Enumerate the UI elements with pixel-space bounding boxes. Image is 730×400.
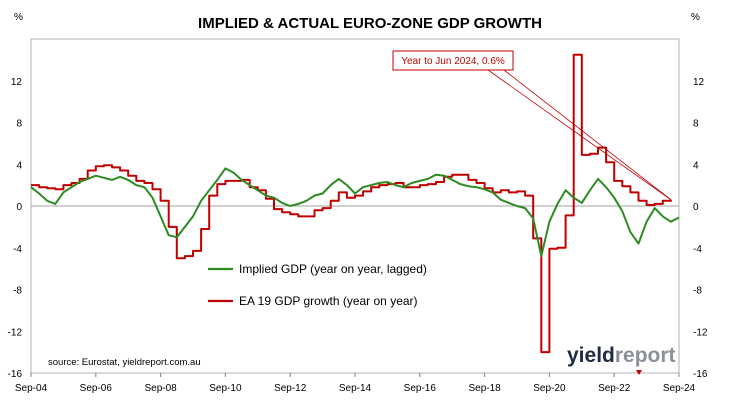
legend-label-actual: EA 19 GDP growth (year on year) [239, 294, 418, 308]
y-tick-label-left: 0 [16, 202, 22, 213]
y-tick-label-left: -16 [8, 369, 23, 380]
x-tick-label: Sep-22 [598, 383, 631, 394]
y-tick-label-left: 8 [16, 119, 22, 130]
x-tick-label: Sep-24 [663, 383, 696, 394]
svg-text:yieldreport: yieldreport [567, 344, 676, 367]
y-axis-right: -16 -12 -8 -4 0 4 8 12 [693, 77, 708, 380]
series-line-implied [30, 167, 680, 258]
y-tick-label-right: -4 [693, 244, 702, 255]
y-axis-left: -16 -12 -8 -4 0 4 8 12 [8, 77, 23, 380]
y-tick-label-right: -8 [693, 286, 702, 297]
x-tick-label: Sep-18 [468, 383, 501, 394]
y-tick-label-right: 4 [693, 160, 699, 171]
chart-title: IMPLIED & ACTUAL EURO-ZONE GDP GROWTH [198, 15, 542, 32]
y-tick-label-left: 4 [16, 160, 22, 171]
right-unit-label: % [691, 12, 700, 23]
y-tick-label-left: -4 [13, 244, 22, 255]
annotation-box [392, 50, 514, 71]
logo-part-yield: yield [567, 344, 615, 367]
y-tick-label-right: -16 [693, 369, 708, 380]
y-tick-label-right: 0 [693, 202, 699, 213]
y-tick-label-right: 8 [693, 119, 699, 130]
annotation: Year to Jun 2024, 0.6% [392, 50, 672, 201]
yieldreport-logo: yieldreport [567, 344, 676, 367]
marker-down-icon [636, 370, 642, 375]
annotation-text: Year to Jun 2024, 0.6% [401, 56, 505, 67]
y-tick-label-right: 12 [693, 77, 705, 88]
legend-label-implied: Implied GDP (year on year, lagged) [239, 262, 427, 276]
logo-part-report: report [615, 344, 676, 367]
series-layer [30, 53, 680, 354]
x-tick-label: Sep-12 [274, 383, 307, 394]
x-tick-label: Sep-04 [15, 383, 48, 394]
x-tick-label: Sep-16 [404, 383, 437, 394]
annotation-leader [503, 69, 672, 201]
x-tick-label: Sep-10 [209, 383, 242, 394]
annotation-leader [487, 69, 672, 201]
y-tick-label-right: -12 [693, 327, 708, 338]
y-tick-label-left: 12 [11, 77, 23, 88]
x-tick-label: Sep-20 [533, 383, 566, 394]
x-tick-label: Sep-14 [339, 383, 372, 394]
y-tick-label-left: -12 [8, 327, 23, 338]
source-note: source: Eurostat, yieldreport.com.au [48, 357, 201, 368]
left-unit-label: % [14, 12, 23, 23]
legend: Implied GDP (year on year, lagged) EA 19… [208, 262, 427, 308]
y-tick-label-left: -8 [13, 286, 22, 297]
x-tick-label: Sep-06 [80, 383, 113, 394]
series-line-actual [31, 53, 672, 354]
x-axis: Sep-04 Sep-06 Sep-08 Sep-10 Sep-12 Sep-14 Sep-… [15, 373, 696, 394]
x-tick-label: Sep-08 [144, 383, 177, 394]
